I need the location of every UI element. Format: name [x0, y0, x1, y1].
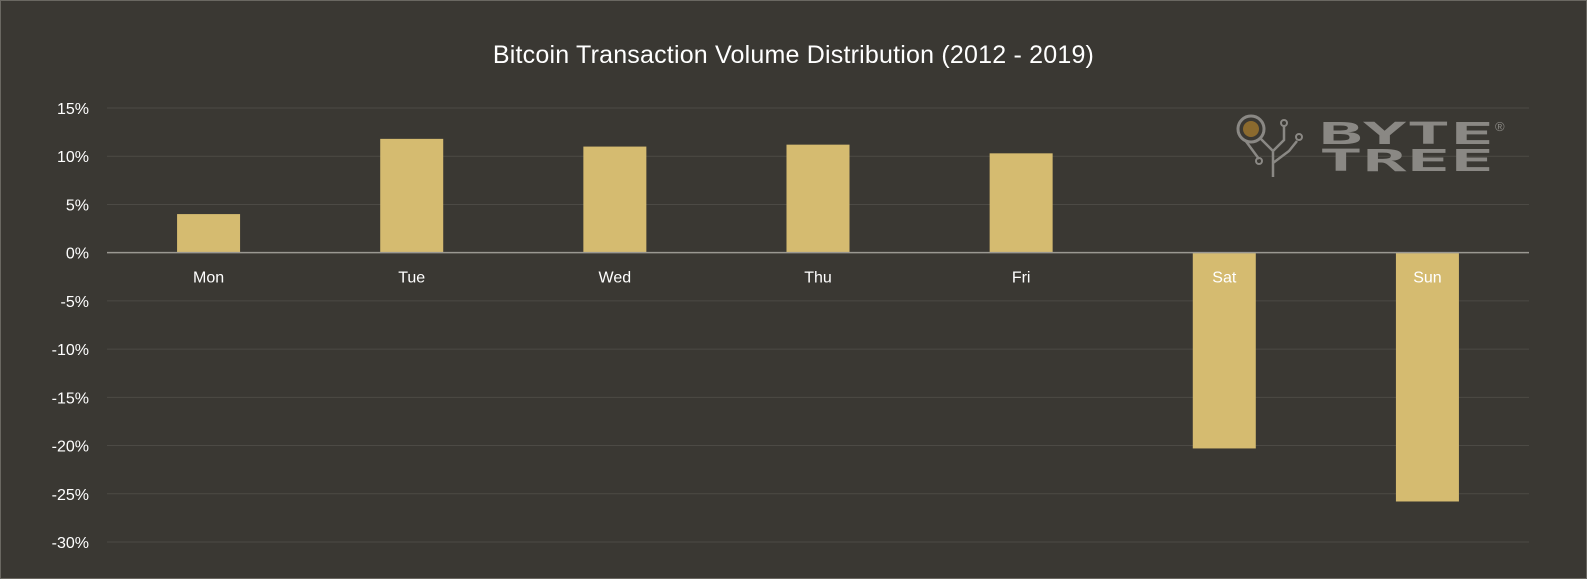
bytetree-logo-line1: BYTE [1319, 117, 1494, 152]
bar-wed [583, 146, 647, 253]
y-tick-label: 5% [66, 197, 89, 214]
registered-mark: ® [1495, 119, 1505, 134]
category-label-sat: Sat [1212, 270, 1237, 287]
y-tick-label: -15% [52, 390, 89, 407]
y-tick-label: -30% [52, 535, 89, 552]
y-tick-label: -25% [52, 487, 89, 504]
y-tick-label: -10% [52, 342, 89, 359]
bars [177, 138, 1459, 502]
bytetree-logo-icon [1236, 114, 1303, 177]
y-tick-label: 0% [66, 246, 89, 263]
y-axis-ticks: 15% 10% 5% 0% -5% -10% -15% -20% -25% -30% [52, 101, 89, 552]
y-tick-label: -5% [61, 294, 89, 311]
bytetree-logo: BYTE TREE ® [1236, 114, 1505, 179]
bar-thu [786, 144, 850, 253]
category-label-wed: Wed [599, 270, 632, 287]
category-labels: Mon Tue Wed Thu Fri Sat Sun [193, 270, 1442, 287]
category-label-thu: Thu [804, 270, 832, 287]
category-label-mon: Mon [193, 270, 224, 287]
category-label-sun: Sun [1413, 270, 1441, 287]
bar-sat [1192, 252, 1256, 449]
bar-sun [1395, 252, 1459, 502]
category-label-tue: Tue [398, 270, 425, 287]
bar-mon [177, 214, 241, 253]
bytetree-logo-line2: TREE [1319, 144, 1494, 179]
bar-fri [989, 153, 1053, 253]
y-tick-label: 10% [57, 149, 89, 166]
chart-title: Bitcoin Transaction Volume Distribution … [492, 41, 1095, 69]
y-tick-label: -20% [52, 439, 89, 456]
category-label-fri: Fri [1012, 270, 1031, 287]
bar-tue [380, 138, 444, 253]
y-tick-label: 15% [57, 101, 89, 118]
